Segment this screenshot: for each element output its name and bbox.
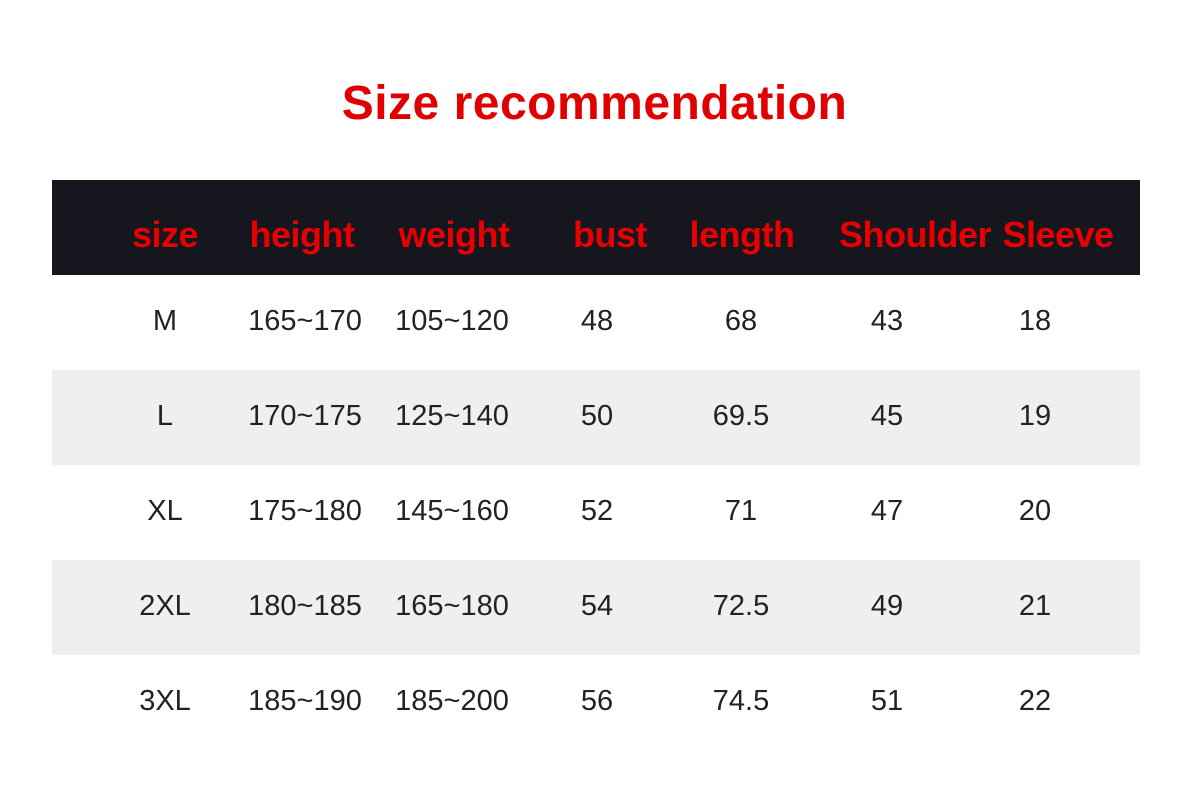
- column-header-height: height: [249, 214, 355, 255]
- table-cell-height: 170~175: [248, 400, 362, 432]
- table-cell-size: 2XL: [139, 590, 191, 622]
- table-row: XL 175~180 145~160 52 71 47 20: [52, 465, 1140, 560]
- table-cell-sleeve: 21: [1018, 590, 1052, 622]
- column-header-sleeve: Sleeve: [1002, 214, 1114, 255]
- table-cell-sleeve: 20: [1018, 495, 1052, 527]
- table-cell-size: L: [156, 400, 174, 432]
- table-cell-size: M: [152, 305, 178, 337]
- table-cell-shoulder: 45: [870, 400, 904, 432]
- table-cell-shoulder: 47: [870, 495, 904, 527]
- table-cell-weight: 165~180: [395, 590, 509, 622]
- page-title: Size recommendation: [341, 77, 848, 130]
- table-cell-weight: 105~120: [395, 305, 509, 337]
- table-cell-length: 68: [724, 305, 758, 337]
- table-cell-length: 71: [724, 495, 758, 527]
- table-cell-weight: 185~200: [395, 685, 509, 717]
- table-cell-sleeve: 18: [1018, 305, 1052, 337]
- table-row: 2XL 180~185 165~180 54 72.5 49 21: [52, 560, 1140, 655]
- table-header: size height weight bust length Shoulder Sleeve: [52, 180, 1140, 275]
- table-cell-length: 74.5: [712, 685, 770, 717]
- table-row: M 165~170 105~120 48 68 43 18: [52, 275, 1140, 370]
- table-cell-weight: 125~140: [395, 400, 509, 432]
- table-cell-bust: 54: [580, 590, 614, 622]
- table-cell-height: 180~185: [248, 590, 362, 622]
- table-cell-height: 165~170: [248, 305, 362, 337]
- table-row: L 170~175 125~140 50 69.5 45 19: [52, 370, 1140, 465]
- table-cell-size: XL: [147, 495, 183, 527]
- table-cell-bust: 50: [580, 400, 614, 432]
- table-cell-length: 69.5: [712, 400, 770, 432]
- table-cell-weight: 145~160: [395, 495, 509, 527]
- table-cell-sleeve: 19: [1018, 400, 1052, 432]
- column-header-length: length: [689, 214, 795, 255]
- table-cell-shoulder: 51: [870, 685, 904, 717]
- table-cell-shoulder: 49: [870, 590, 904, 622]
- table-cell-size: 3XL: [139, 685, 191, 717]
- column-header-size: size: [131, 214, 199, 255]
- column-header-shoulder: Shoulder: [838, 214, 992, 255]
- table-cell-bust: 56: [580, 685, 614, 717]
- table-cell-bust: 48: [580, 305, 614, 337]
- table-cell-sleeve: 22: [1018, 685, 1052, 717]
- table-cell-height: 185~190: [248, 685, 362, 717]
- table-row: 3XL 185~190 185~200 56 74.5 51 22: [52, 655, 1140, 750]
- table-cell-height: 175~180: [248, 495, 362, 527]
- table-cell-shoulder: 43: [870, 305, 904, 337]
- table-cell-length: 72.5: [712, 590, 770, 622]
- table-cell-bust: 52: [580, 495, 614, 527]
- column-header-weight: weight: [398, 214, 511, 255]
- column-header-bust: bust: [573, 214, 648, 255]
